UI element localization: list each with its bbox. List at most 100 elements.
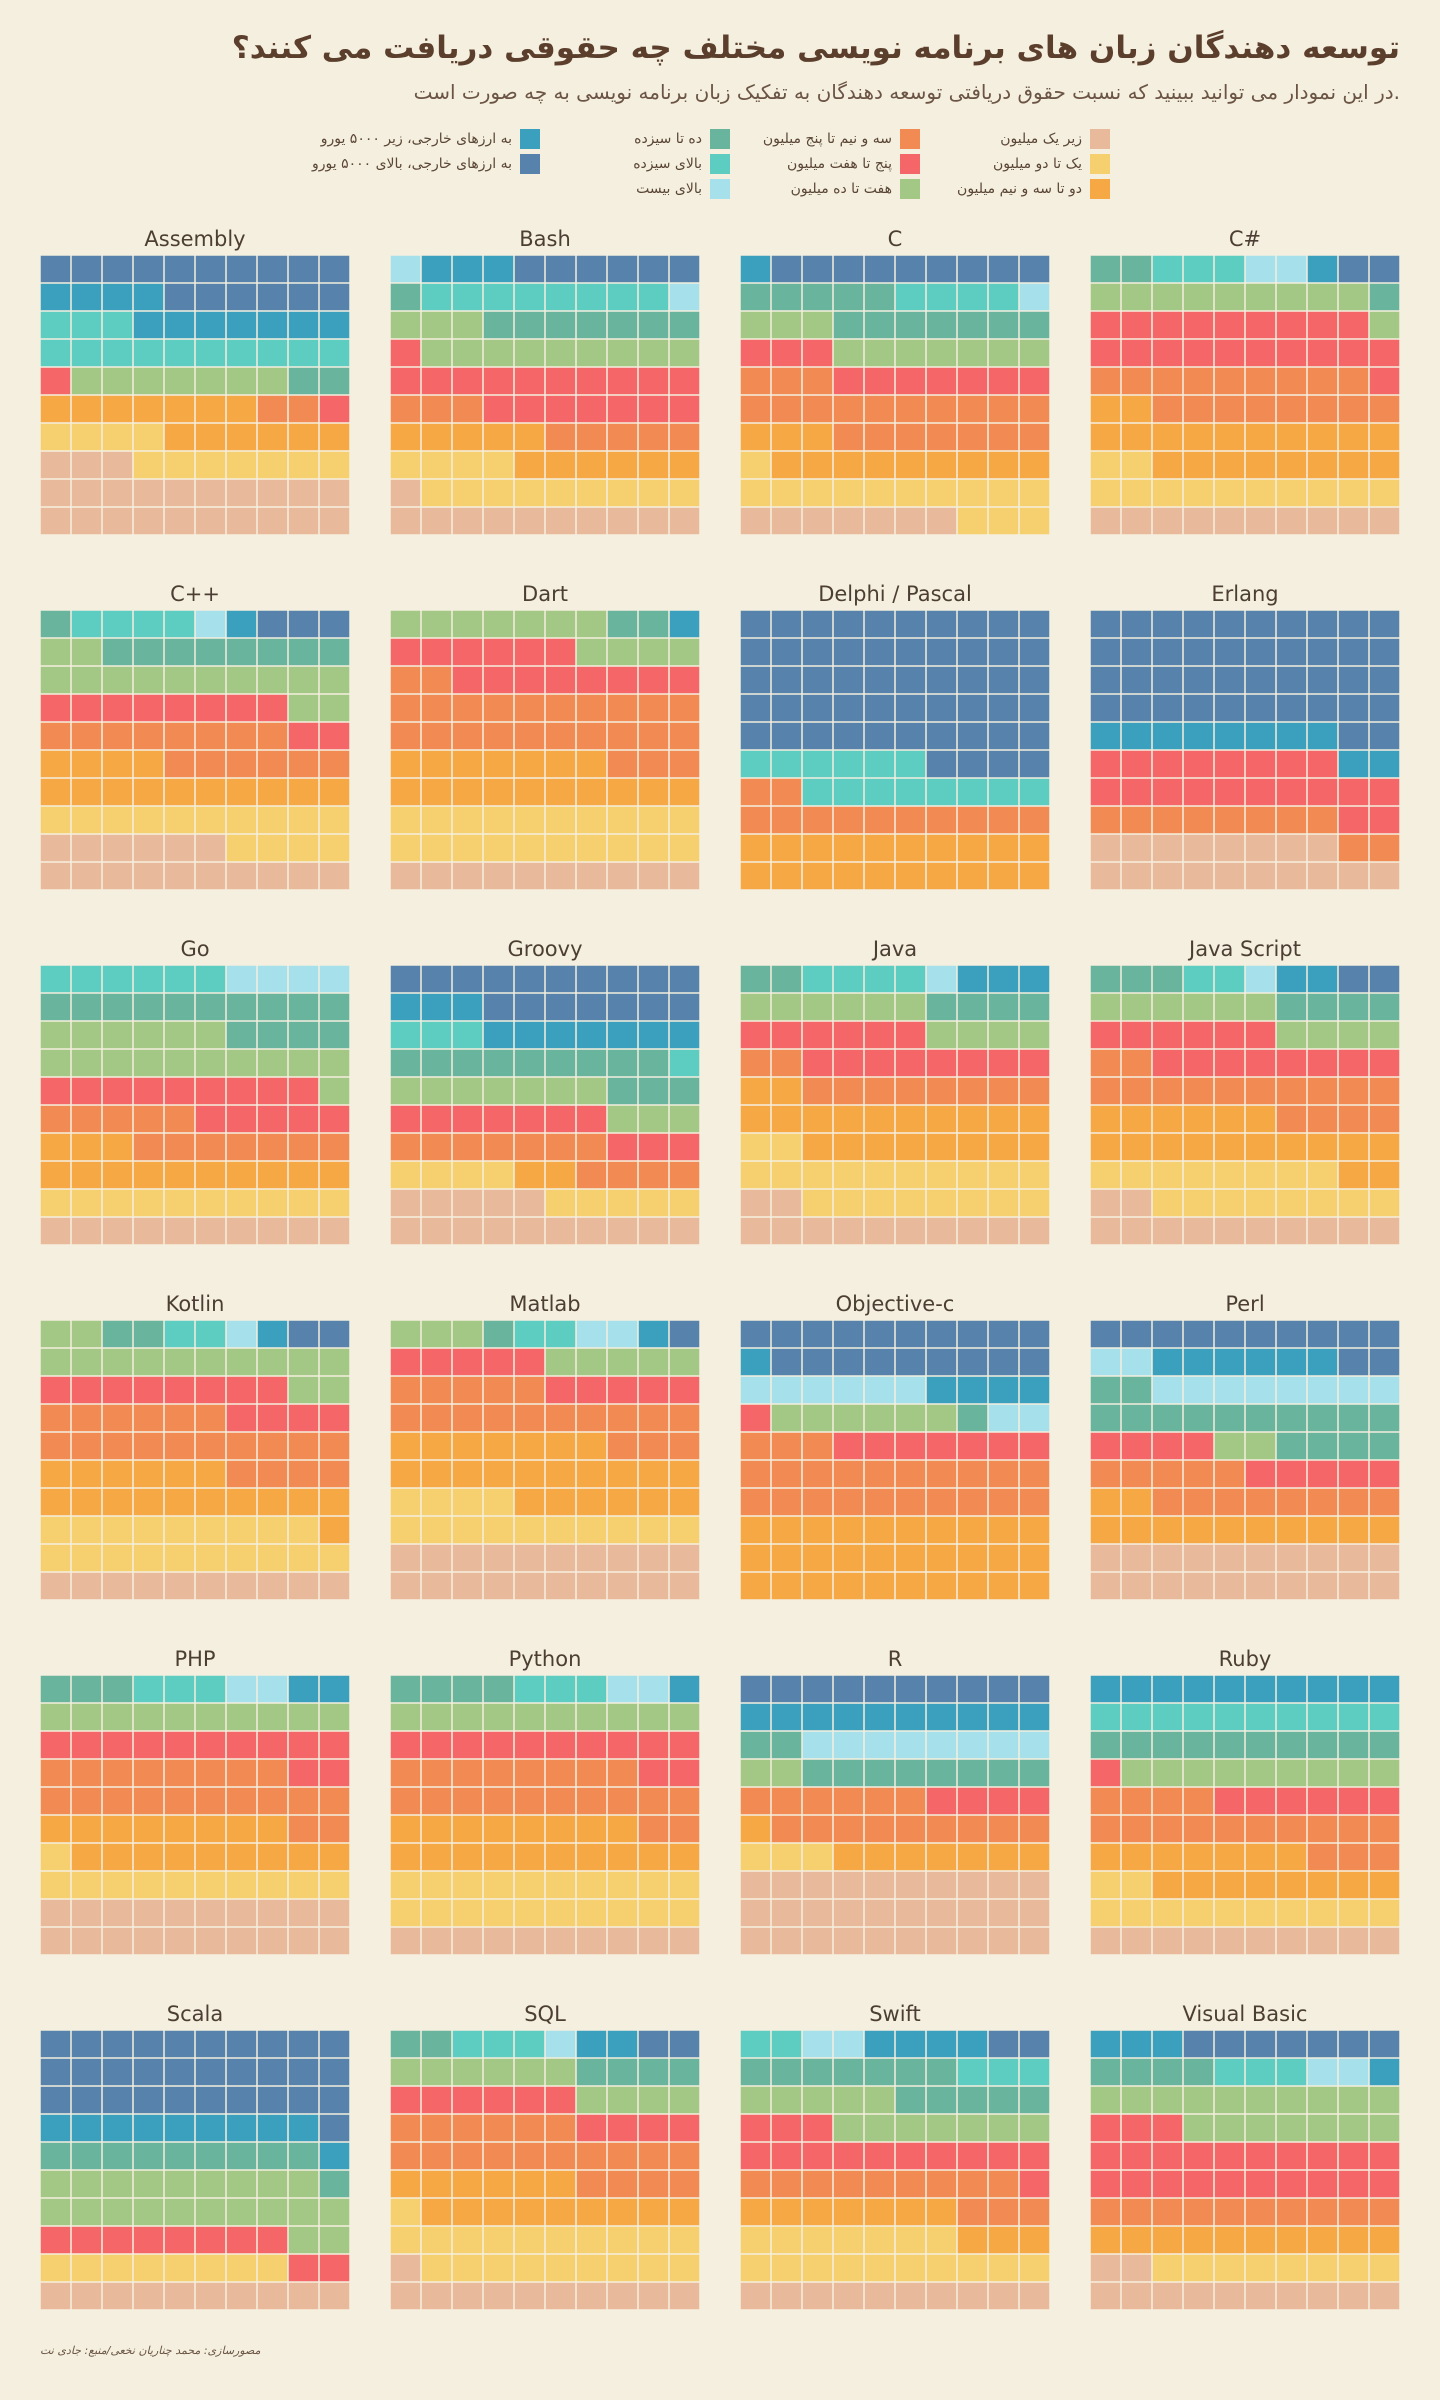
- waffle-cell-a: [102, 834, 133, 862]
- waffle-cell-f: [71, 2170, 102, 2198]
- waffle-cell-c: [514, 451, 545, 479]
- waffle-panel: Perl: [1090, 1290, 1400, 1610]
- waffle-cell-j: [1245, 1675, 1276, 1703]
- waffle-cell-d: [545, 1404, 576, 1432]
- waffle-cell-f: [545, 1348, 576, 1376]
- waffle-cell-f: [1307, 1759, 1338, 1787]
- waffle-cell-a: [164, 1927, 195, 1955]
- waffle-cell-b: [514, 834, 545, 862]
- waffle-cell-k: [740, 1675, 771, 1703]
- waffle-cell-b: [895, 2226, 926, 2254]
- waffle-cell-k: [133, 255, 164, 283]
- waffle-cell-f: [545, 339, 576, 367]
- waffle-cell-d: [133, 722, 164, 750]
- waffle-cell-a: [452, 507, 483, 535]
- waffle-cell-e: [1369, 778, 1400, 806]
- waffle-cell-j: [1019, 1376, 1050, 1404]
- waffle-cell-g: [1121, 1404, 1152, 1432]
- waffle-cell-k: [1019, 638, 1050, 666]
- waffle-cell-d: [421, 1759, 452, 1787]
- waffle-cell-e: [421, 367, 452, 395]
- waffle-cell-a: [1152, 1572, 1183, 1600]
- waffle-cell-c: [545, 1432, 576, 1460]
- waffle-cell-e: [71, 2226, 102, 2254]
- legend-item-i: بالای بیست: [636, 178, 730, 200]
- waffle-cell-b: [1338, 479, 1369, 507]
- waffle-cell-e: [740, 1404, 771, 1432]
- waffle-cell-g: [288, 2142, 319, 2170]
- waffle-cell-d: [576, 2142, 607, 2170]
- waffle-cell-a: [133, 1927, 164, 1955]
- waffle-cell-a: [257, 1572, 288, 1600]
- waffle-cell-g: [1152, 1404, 1183, 1432]
- waffle-cell-d: [226, 750, 257, 778]
- waffle-cell-h: [133, 1675, 164, 1703]
- waffle-cell-g: [133, 1320, 164, 1348]
- waffle-cell-c: [864, 1133, 895, 1161]
- waffle-cell-b: [483, 834, 514, 862]
- waffle-cell-d: [1152, 1815, 1183, 1843]
- waffle-cell-f: [288, 1703, 319, 1731]
- waffle-cell-a: [1214, 1927, 1245, 1955]
- waffle-cell-c: [864, 1105, 895, 1133]
- waffle-cell-g: [864, 283, 895, 311]
- waffle-cell-d: [1245, 2198, 1276, 2226]
- waffle-cell-d: [638, 423, 669, 451]
- waffle-cell-b: [926, 1161, 957, 1189]
- waffle-cell-d: [864, 423, 895, 451]
- waffle-cell-e: [514, 1731, 545, 1759]
- waffle-cell-g: [740, 2058, 771, 2086]
- waffle-cell-f: [421, 1320, 452, 1348]
- waffle-cell-b: [1338, 1899, 1369, 1927]
- waffle-cell-g: [1121, 255, 1152, 283]
- waffle-cell-b: [71, 1516, 102, 1544]
- waffle-cell-h: [864, 965, 895, 993]
- waffle-cell-a: [669, 2282, 700, 2310]
- waffle-cell-k: [40, 2086, 71, 2114]
- waffle-cell-h: [1214, 255, 1245, 283]
- waffle-cell-g: [895, 2058, 926, 2086]
- waffle-cell-a: [669, 1544, 700, 1572]
- waffle-cell-b: [988, 507, 1019, 535]
- waffle-cell-d: [607, 1161, 638, 1189]
- waffle-cell-e: [514, 2086, 545, 2114]
- waffle-cell-k: [226, 2058, 257, 2086]
- waffle-cell-h: [1214, 965, 1245, 993]
- waffle-cell-e: [576, 1731, 607, 1759]
- waffle-cell-c: [576, 1432, 607, 1460]
- waffle-cell-a: [1090, 834, 1121, 862]
- waffle-cell-j: [1369, 750, 1400, 778]
- waffle-cell-c: [607, 2198, 638, 2226]
- waffle-cell-d: [988, 2170, 1019, 2198]
- legend-item-c: دو تا سه و نیم میلیون: [957, 178, 1110, 200]
- waffle-cell-f: [452, 1703, 483, 1731]
- waffle-cell-d: [1245, 367, 1276, 395]
- waffle-cell-a: [226, 1572, 257, 1600]
- waffle-cell-b: [288, 1189, 319, 1217]
- waffle-cell-e: [164, 1376, 195, 1404]
- waffle-panel: Dart: [390, 580, 700, 900]
- waffle-cell-e: [319, 1731, 350, 1759]
- waffle-cell-b: [226, 1544, 257, 1572]
- waffle-cell-f: [864, 339, 895, 367]
- waffle-cell-b: [164, 1189, 195, 1217]
- waffle-cell-a: [390, 1572, 421, 1600]
- waffle-cell-j: [1307, 1348, 1338, 1376]
- waffle-cell-f: [226, 666, 257, 694]
- waffle-cell-h: [133, 339, 164, 367]
- waffle-cell-a: [1183, 862, 1214, 890]
- waffle-cell-c: [483, 1843, 514, 1871]
- waffle-cell-j: [133, 311, 164, 339]
- waffle-cell-f: [802, 1404, 833, 1432]
- waffle-cell-b: [1183, 2254, 1214, 2282]
- waffle-grid: [40, 610, 350, 890]
- waffle-cell-i: [1152, 1376, 1183, 1404]
- waffle-cell-c: [802, 1105, 833, 1133]
- waffle-cell-g: [133, 638, 164, 666]
- waffle-cell-f: [802, 993, 833, 1021]
- waffle-cell-f: [545, 1077, 576, 1105]
- waffle-cell-i: [1338, 2058, 1369, 2086]
- waffle-cell-k: [864, 722, 895, 750]
- waffle-cell-i: [576, 1320, 607, 1348]
- waffle-cell-h: [164, 339, 195, 367]
